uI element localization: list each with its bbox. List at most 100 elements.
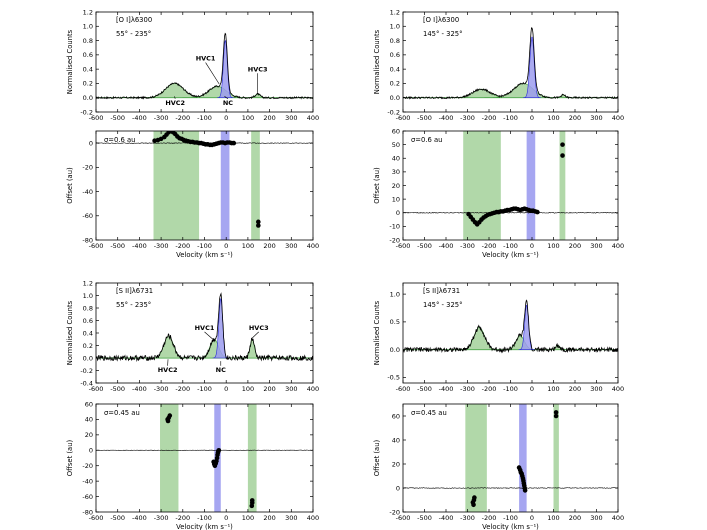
- x-tick-label: 100: [242, 385, 254, 393]
- annotation-pointer: [204, 331, 215, 341]
- offset-point: [256, 219, 261, 225]
- offset-point: [560, 153, 565, 158]
- x-tick-label: -300: [154, 242, 169, 250]
- y-tick-label: -0.2: [80, 367, 93, 375]
- panel-oi-145-offset: σ=0.6 au-600 -500 -400 -300 -200 -100 0 100 200 3…: [373, 127, 624, 259]
- spectrum-line: [96, 292, 313, 362]
- x-tick-label: 100: [547, 114, 559, 122]
- hvc-band: [463, 131, 501, 240]
- x-tick-label: -400: [439, 385, 454, 393]
- panel-oi-55-spectrum: HVC1 HVC2 NC HVC3 [O I]λ6300 55° - 235° -600 -5…: [66, 8, 319, 122]
- x-tick-label: -600: [396, 385, 411, 393]
- y-tick-label: 0.6: [390, 51, 400, 59]
- component-hvc2: [149, 335, 189, 359]
- x-tick-label: 400: [612, 114, 624, 122]
- centroid-trace: [403, 487, 618, 489]
- y-tick-label: 20: [392, 182, 400, 190]
- x-tick-label: 100: [242, 114, 254, 122]
- x-tick-label: 100: [547, 242, 559, 250]
- annotation-label: HVC3: [248, 65, 268, 73]
- x-tick-label: 300: [590, 114, 602, 122]
- y-tick-label: 0.0: [83, 354, 93, 362]
- x-tick-label: 400: [612, 514, 624, 522]
- x-tick-label: 100: [242, 514, 254, 522]
- x-tick-label: 400: [307, 114, 319, 122]
- y-tick-label: 0.0: [83, 94, 93, 102]
- x-tick-label: -300: [460, 385, 475, 393]
- x-axis-label: Velocity (km s⁻¹): [482, 523, 539, 530]
- y-tick-label: 40: [392, 436, 400, 444]
- y-tick-label: -20: [389, 236, 400, 244]
- y-tick-label: 0.2: [390, 80, 400, 88]
- x-tick-label: -600: [396, 514, 411, 522]
- y-tick-label: 20: [392, 460, 400, 468]
- annotation-pointer: [252, 331, 259, 339]
- y-tick-label: 40: [85, 416, 93, 424]
- x-tick-label: 200: [263, 114, 275, 122]
- sigma-label: σ=0.45 au: [411, 409, 447, 417]
- x-tick-label: -400: [132, 242, 147, 250]
- y-tick-label: 1.2: [83, 8, 93, 16]
- annotation-pointer: [224, 96, 229, 100]
- x-tick-label: 0: [224, 242, 228, 250]
- y-tick-label: 0.4: [83, 65, 93, 73]
- x-tick-label: -300: [154, 385, 169, 393]
- y-tick-label: 0.2: [83, 80, 93, 88]
- x-tick-label: -100: [197, 242, 212, 250]
- panel-oi-145-spectrum: [O I]λ6300 145° - 325° -600 -500 -400 -300 -20…: [373, 8, 624, 122]
- sigma-label: σ=0.45 au: [104, 409, 140, 417]
- x-tick-label: -500: [110, 114, 125, 122]
- component-hvc1: [182, 85, 253, 99]
- x-tick-label: -400: [439, 114, 454, 122]
- component-hvc3: [243, 338, 262, 359]
- x-tick-label: 100: [547, 514, 559, 522]
- annotation-pointer: [205, 62, 220, 85]
- panel-oi-55-offset: σ=0.6 au-600 -500 -400 -300 -200 -100 0 100 200 3…: [66, 130, 319, 259]
- annotation-label: HVC1: [195, 324, 215, 332]
- x-tick-label: 300: [590, 514, 602, 522]
- y-tick-label: 0: [89, 139, 93, 147]
- x-tick-label: 200: [569, 385, 581, 393]
- y-tick-label: 20: [85, 431, 93, 439]
- offset-point: [249, 503, 255, 509]
- x-tick-label: 0: [224, 385, 228, 393]
- y-tick-label: -40: [82, 188, 93, 196]
- x-tick-label: 0: [224, 514, 228, 522]
- x-tick-label: -600: [89, 385, 104, 393]
- plot-frame: [402, 282, 619, 384]
- spectrum-line: [403, 27, 618, 100]
- y-tick-label: 0.8: [390, 37, 400, 45]
- y-tick-label: 50: [392, 141, 400, 149]
- y-tick-label: -80: [82, 236, 93, 244]
- line-title: [S II]λ6731: [116, 287, 153, 295]
- nc-band: [526, 131, 536, 240]
- y-tick-label: 0.0: [390, 346, 400, 354]
- panel-sii-145-offset: σ=0.45 au-600 -500 -400 -300 -200 -100 0 100 200…: [373, 403, 624, 530]
- x-tick-label: -500: [417, 385, 432, 393]
- y-tick-label: 60: [392, 127, 400, 135]
- x-axis-label: Velocity (km s⁻¹): [176, 251, 233, 259]
- y-tick-label: 0: [396, 209, 400, 217]
- y-tick-label: -0.5: [387, 374, 400, 382]
- y-tick-label: -20: [82, 164, 93, 172]
- y-axis-label: Offset (au): [66, 167, 74, 204]
- panel-sii-145-spectrum: [S II]λ6731 145° - 325° -600 -500 -400 -300 -2…: [373, 282, 624, 393]
- plot-frame: [402, 403, 619, 513]
- x-tick-label: -200: [175, 242, 190, 250]
- y-axis-label: Normalised Counts: [373, 29, 381, 94]
- x-tick-label: -100: [503, 514, 518, 522]
- y-tick-label: 40: [392, 155, 400, 163]
- y-tick-label: -0.2: [387, 108, 400, 116]
- y-tick-label: -20: [389, 508, 400, 516]
- annotation-pointer: [174, 96, 176, 99]
- x-tick-label: -100: [503, 385, 518, 393]
- y-tick-label: 0.5: [390, 318, 400, 326]
- x-tick-label: 100: [242, 242, 254, 250]
- x-tick-label: -300: [460, 242, 475, 250]
- x-tick-label: -100: [503, 242, 518, 250]
- x-tick-label: -300: [460, 114, 475, 122]
- y-tick-label: 0: [89, 447, 93, 455]
- spectrum-line: [96, 32, 313, 100]
